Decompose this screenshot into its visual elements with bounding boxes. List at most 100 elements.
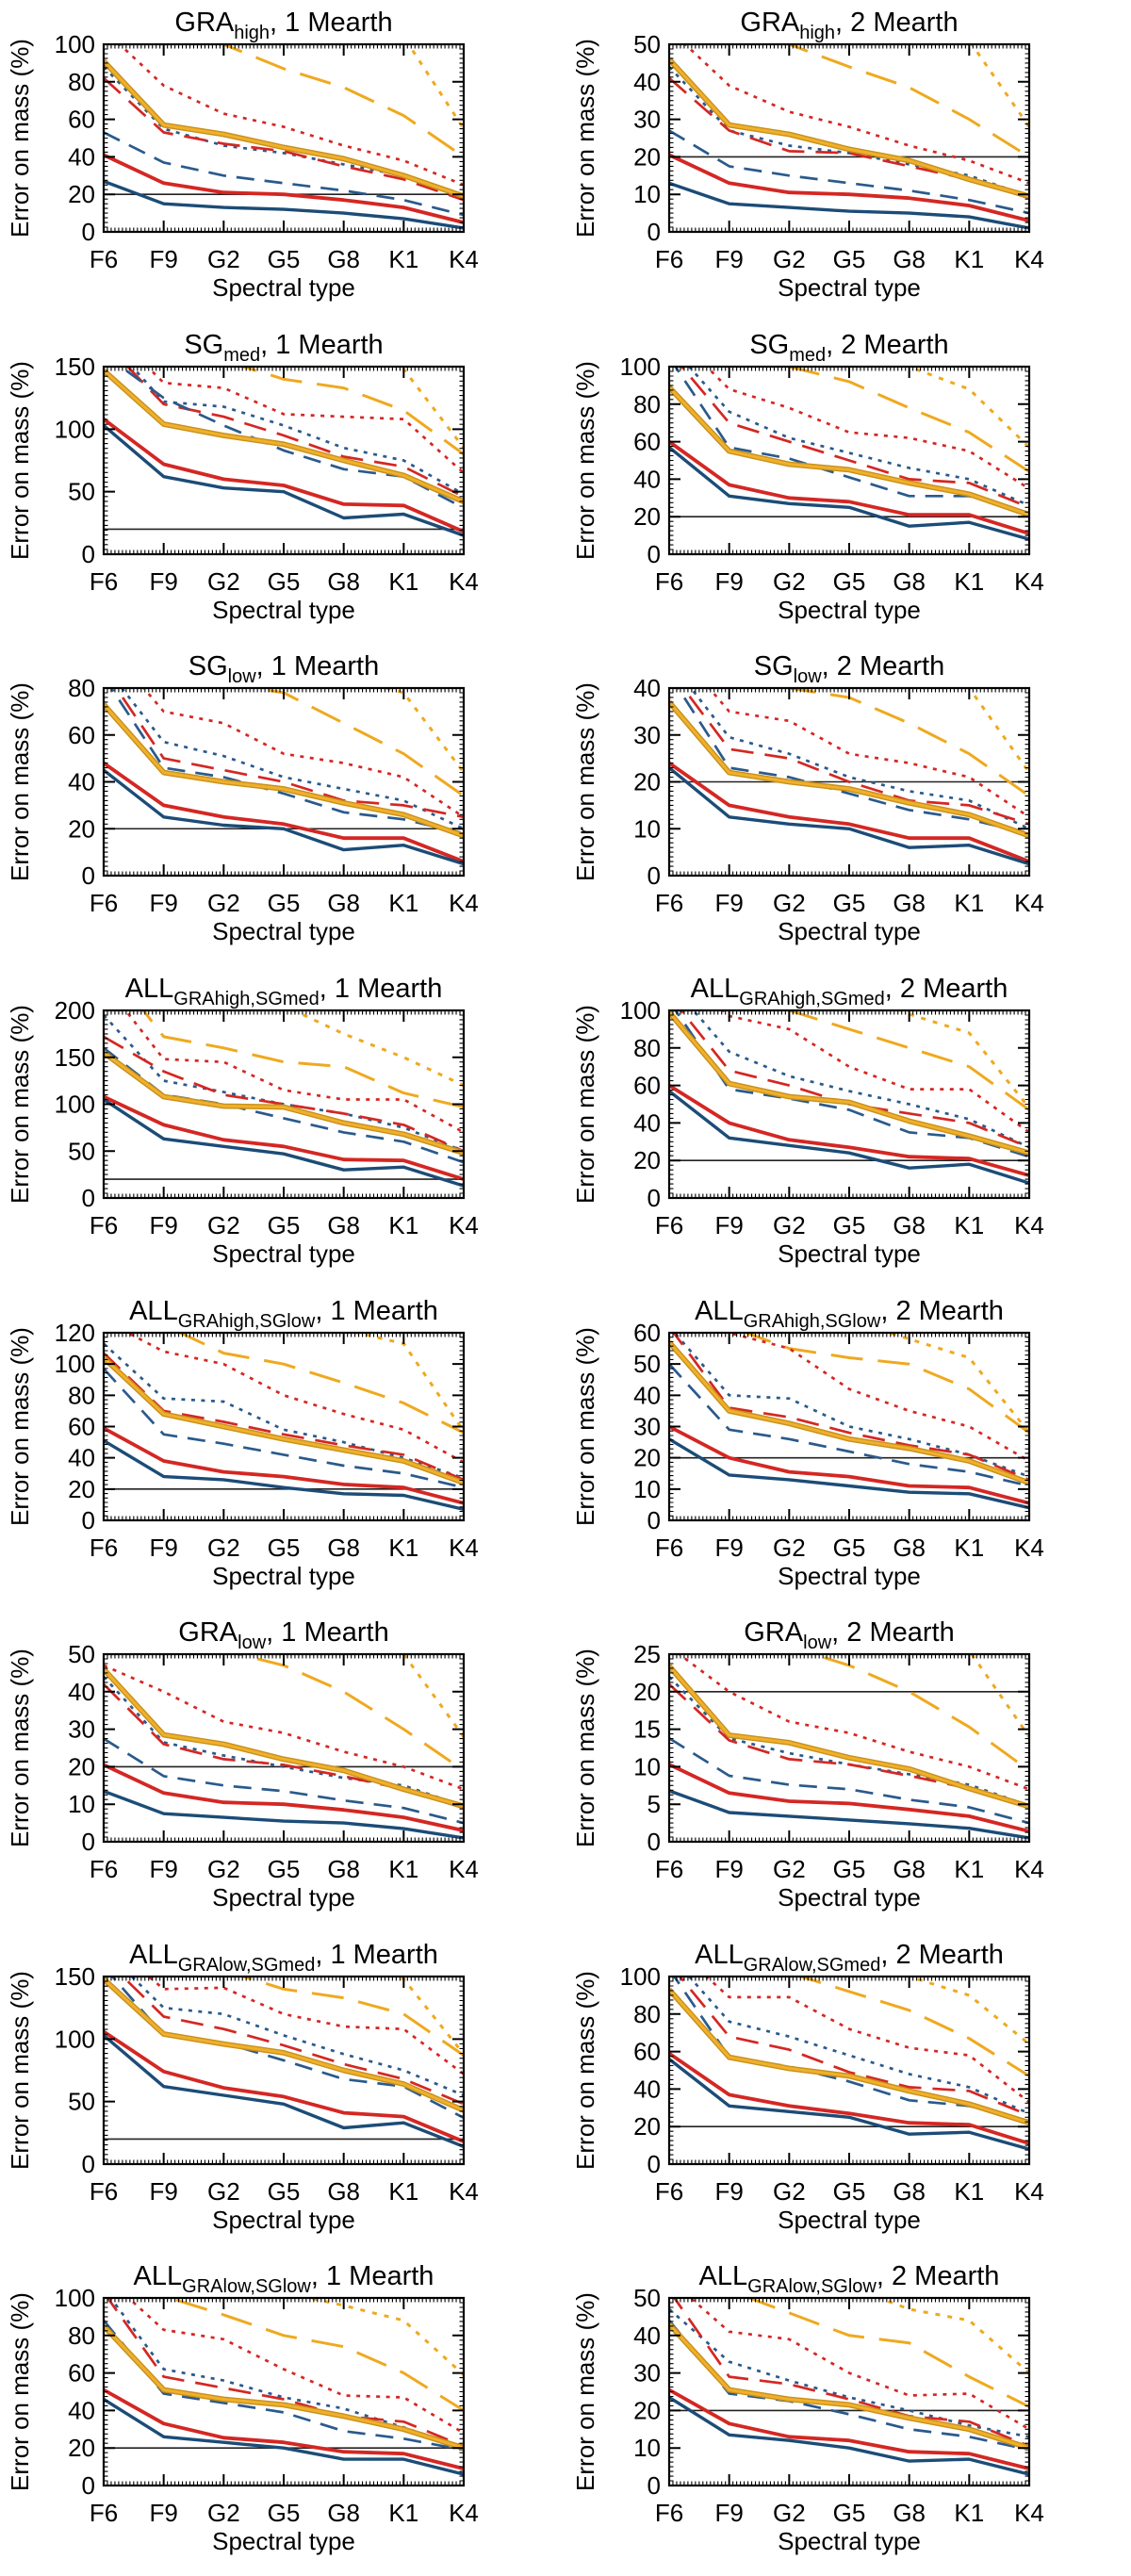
series-dash-red-line bbox=[104, 76, 464, 202]
panel-title: ALLGRAhigh,SGlow, 1 Mearth bbox=[129, 1296, 438, 1332]
x-tick-label: F9 bbox=[149, 1211, 177, 1239]
x-tick-label: G8 bbox=[893, 245, 926, 273]
y-tick-label: 25 bbox=[633, 1640, 661, 1668]
series-solid-red-line bbox=[104, 153, 464, 224]
y-tick-label: 20 bbox=[68, 815, 95, 844]
x-axis-label: Spectral type bbox=[778, 596, 921, 624]
x-tick-label: F6 bbox=[90, 567, 118, 596]
series-dot-navy-line bbox=[104, 65, 464, 198]
series-solid-red-line bbox=[104, 1094, 464, 1181]
axis-box bbox=[667, 1331, 1031, 1521]
major-ticks bbox=[103, 1653, 465, 1844]
y-tick-label: 200 bbox=[55, 996, 95, 1025]
panel-chart: ALLGRAhigh,SGmed, 2 Mearth 0 20 40 60 80 100 F6… bbox=[571, 974, 1044, 1268]
series-solid-red-line bbox=[104, 1763, 464, 1833]
y-tick-label: 150 bbox=[55, 1043, 95, 1072]
x-tick-label: G8 bbox=[327, 889, 360, 917]
series-solid-red-line bbox=[669, 1424, 1029, 1505]
x-tick-label: G2 bbox=[207, 245, 240, 273]
series-solid-navy-line bbox=[104, 2398, 464, 2477]
minor-ticks bbox=[104, 2298, 464, 2486]
series-group bbox=[104, 2298, 464, 2477]
panel-chart: SGlow, 2 Mearth 0 10 20 30 40 F6 F9 G2 G5 G8 K1 K4 Er… bbox=[571, 651, 1044, 945]
x-axis-label: Spectral type bbox=[212, 2527, 355, 2555]
y-tick-label: 20 bbox=[633, 142, 661, 171]
series-dot-red-line bbox=[704, 1976, 1029, 2104]
series-dash-gold-line bbox=[785, 366, 1029, 473]
panel-title: SGlow, 2 Mearth bbox=[754, 651, 944, 687]
x-tick-label: F6 bbox=[655, 245, 683, 273]
x-tick-label: F9 bbox=[714, 1534, 743, 1562]
series-dash-navy-line bbox=[676, 688, 1029, 835]
x-tick-label: G2 bbox=[773, 245, 806, 273]
x-tick-label: F9 bbox=[149, 1855, 177, 1883]
minor-ticks bbox=[669, 1332, 1029, 1520]
y-tick-label: 0 bbox=[647, 540, 661, 568]
panel-title: ALLGRAhigh,SGlow, 2 Mearth bbox=[695, 1296, 1004, 1332]
y-tick-label: 40 bbox=[68, 2397, 95, 2425]
x-tick-label: F6 bbox=[90, 889, 118, 917]
x-tick-label: F9 bbox=[149, 889, 177, 917]
x-axis-label: Spectral type bbox=[212, 2206, 355, 2234]
minor-ticks bbox=[104, 366, 464, 554]
x-tick-label: G5 bbox=[833, 889, 866, 917]
major-ticks bbox=[668, 1009, 1030, 1199]
x-axis-label: Spectral type bbox=[778, 2206, 921, 2234]
panel-all-grahigh-sgmed-1mearth: ALLGRAhigh,SGmed, 1 Mearth 0 50 100 150 200 F6… bbox=[0, 966, 566, 1288]
panel-sgmed-1mearth: SGmed, 1 Mearth 0 50 100 150 F6 F9 G2 G5 G8 K1 K4 Er… bbox=[0, 322, 566, 645]
x-tick-label: G5 bbox=[833, 245, 866, 273]
major-ticks bbox=[668, 1653, 1030, 1844]
major-ticks bbox=[668, 2297, 1030, 2487]
y-tick-label: 0 bbox=[82, 1184, 95, 1212]
x-tick-label: K4 bbox=[1014, 245, 1044, 273]
x-tick-label: G8 bbox=[327, 2499, 360, 2527]
x-tick-label: K4 bbox=[449, 245, 479, 273]
y-tick-label: 60 bbox=[633, 1319, 661, 1347]
series-solid-gold-line-highlight bbox=[669, 2323, 1029, 2451]
x-tick-label: K4 bbox=[449, 1855, 479, 1883]
x-tick-label: K1 bbox=[954, 889, 984, 917]
y-tick-label: 0 bbox=[647, 218, 661, 246]
x-tick-label: G2 bbox=[207, 2499, 240, 2527]
panel-all-gralow-sglow-1mearth: ALLGRAlow,SGlow, 1 Mearth 0 20 40 60 80 100 F6 F… bbox=[0, 2254, 566, 2576]
series-dash-gold-line bbox=[745, 2298, 1029, 2409]
series-solid-navy-line bbox=[104, 1789, 464, 1840]
panel-title: SGmed, 2 Mearth bbox=[749, 330, 948, 366]
x-tick-label: F9 bbox=[149, 2177, 177, 2206]
axis-box bbox=[667, 42, 1031, 234]
x-axis-label: Spectral type bbox=[212, 1562, 355, 1590]
x-tick-label: G2 bbox=[773, 2177, 806, 2206]
x-axis-label: Spectral type bbox=[212, 596, 355, 624]
y-tick-label: 40 bbox=[633, 465, 661, 493]
major-ticks bbox=[668, 43, 1030, 233]
y-tick-label: 80 bbox=[68, 674, 95, 702]
y-tick-label: 20 bbox=[633, 1146, 661, 1174]
y-tick-label: 40 bbox=[68, 1678, 95, 1706]
y-tick-label: 15 bbox=[633, 1715, 661, 1744]
series-solid-gold-line-highlight bbox=[104, 59, 464, 198]
series-group bbox=[669, 1332, 1029, 1509]
y-tick-label: 5 bbox=[647, 1790, 661, 1818]
major-ticks bbox=[668, 1331, 1030, 1521]
x-tick-label: K4 bbox=[449, 889, 479, 917]
y-tick-label: 40 bbox=[633, 674, 661, 702]
series-dash-navy-line bbox=[104, 131, 464, 217]
panel-all-grahigh-sglow-2mearth: ALLGRAhigh,SGlow, 2 Mearth 0 10 20 30 40 50 60 F… bbox=[566, 1288, 1131, 1611]
series-solid-red-line bbox=[104, 417, 464, 533]
y-tick-label: 20 bbox=[68, 180, 95, 208]
panel-title: ALLGRAlow,SGlow, 2 Mearth bbox=[699, 2261, 1000, 2297]
x-tick-label: K1 bbox=[388, 1534, 418, 1562]
series-dot-navy-line bbox=[130, 366, 464, 496]
panel-all-gralow-sglow-2mearth: ALLGRAlow,SGlow, 2 Mearth 0 10 20 30 40 50 F6 F9… bbox=[566, 2254, 1131, 2576]
series-solid-navy-line bbox=[104, 1097, 464, 1188]
x-tick-label: G8 bbox=[327, 1534, 360, 1562]
series-solid-gold-line-highlight bbox=[104, 369, 464, 503]
x-tick-label: G5 bbox=[833, 1211, 866, 1239]
x-tick-label: G8 bbox=[893, 1855, 926, 1883]
y-tick-label: 10 bbox=[633, 1753, 661, 1781]
x-tick-label: F6 bbox=[655, 1534, 683, 1562]
series-solid-red-line bbox=[669, 762, 1029, 864]
series-solid-navy-line bbox=[669, 766, 1029, 866]
series-solid-navy-line bbox=[104, 2033, 464, 2148]
x-tick-label: G5 bbox=[268, 1855, 301, 1883]
